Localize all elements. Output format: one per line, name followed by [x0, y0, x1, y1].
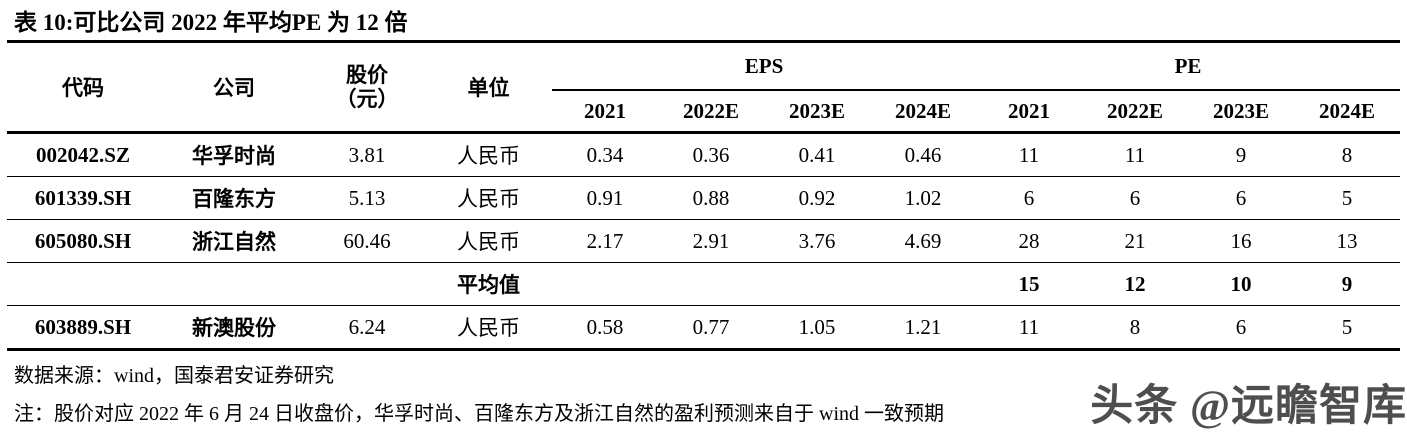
cell-pe-2024e: 13: [1294, 219, 1401, 263]
cell-pe-2022e: 6: [1082, 176, 1189, 220]
col-header-pe-2022e: 2022E: [1082, 90, 1189, 134]
cell-code: 002042.SZ: [7, 132, 159, 177]
cell-pe-2021: 28: [976, 219, 1083, 263]
col-header-price: 股价 （元）: [309, 41, 425, 134]
col-header-company: 公司: [159, 41, 309, 134]
cell-pe-2023e: 9: [1188, 132, 1295, 177]
cell-eps-2024e: 1.02: [870, 176, 977, 220]
cell-eps-2022e: [658, 262, 764, 306]
cell-eps-2021: [552, 262, 658, 306]
cell-code: 601339.SH: [7, 176, 159, 220]
cell-unit: 人民币: [425, 132, 552, 177]
cell-eps-2021: 0.91: [552, 176, 658, 220]
cell-eps-2023e: [764, 262, 870, 306]
cell-pe-2023e: 6: [1188, 176, 1295, 220]
data-source-note: 数据来源：wind，国泰君安证券研究: [14, 365, 334, 387]
cell-average-label: 平均值: [425, 262, 552, 306]
cell-code: 605080.SH: [7, 219, 159, 263]
comparable-companies-table: 代码 公司 股价 （元） 单位 EPS PE 2021 2022E 2023E …: [7, 40, 1401, 351]
cell-company: [159, 262, 309, 306]
cell-price: [309, 262, 425, 306]
cell-eps-2023e: 0.92: [764, 176, 870, 220]
cell-pe-2023e: 6: [1188, 305, 1295, 351]
table-row-average: 平均值 15 12 10 9: [7, 262, 1401, 306]
cell-eps-2022e: 0.36: [658, 132, 764, 177]
cell-eps-2024e: 0.46: [870, 132, 977, 177]
table-row: 605080.SH 浙江自然 60.46 人民币 2.17 2.91 3.76 …: [7, 219, 1401, 263]
table-row: 002042.SZ 华孚时尚 3.81 人民币 0.34 0.36 0.41 0…: [7, 132, 1401, 177]
cell-company: 浙江自然: [159, 219, 309, 263]
watermark: 头条 @远瞻智库: [1090, 383, 1407, 430]
table-row: 601339.SH 百隆东方 5.13 人民币 0.91 0.88 0.92 1…: [7, 176, 1401, 220]
cell-pe-2024e: 9: [1294, 262, 1401, 306]
col-group-pe: PE: [976, 41, 1401, 91]
cell-price: 5.13: [309, 176, 425, 220]
cell-eps-2024e: 1.21: [870, 305, 977, 351]
cell-price: 6.24: [309, 305, 425, 351]
col-header-eps-2021: 2021: [552, 90, 658, 134]
cell-pe-2022e: 21: [1082, 219, 1189, 263]
cell-eps-2021: 0.34: [552, 132, 658, 177]
cell-code: 603889.SH: [7, 305, 159, 351]
cell-eps-2022e: 2.91: [658, 219, 764, 263]
cell-unit: 人民币: [425, 176, 552, 220]
cell-eps-2021: 2.17: [552, 219, 658, 263]
cell-unit: 人民币: [425, 219, 552, 263]
col-header-price-line2: （元）: [335, 87, 399, 111]
cell-eps-2021: 0.58: [552, 305, 658, 351]
cell-price: 3.81: [309, 132, 425, 177]
cell-pe-2024e: 5: [1294, 305, 1401, 351]
header-group-row: 代码 公司 股价 （元） 单位 EPS PE: [7, 41, 1401, 134]
col-header-pe-2024e: 2024E: [1294, 90, 1401, 134]
col-header-eps-2022e: 2022E: [658, 90, 764, 134]
cell-pe-2021: 11: [976, 132, 1083, 177]
cell-code: [7, 262, 159, 306]
cell-pe-2021: 6: [976, 176, 1083, 220]
col-header-pe-2021: 2021: [976, 90, 1083, 134]
col-header-eps-2024e: 2024E: [870, 90, 977, 134]
cell-pe-2022e: 11: [1082, 132, 1189, 177]
cell-eps-2022e: 0.77: [658, 305, 764, 351]
cell-price: 60.46: [309, 219, 425, 263]
cell-company: 新澳股份: [159, 305, 309, 351]
footnote: 注：股价对应 2022 年 6 月 24 日收盘价，华孚时尚、百隆东方及浙江自然…: [14, 403, 944, 425]
cell-pe-2024e: 8: [1294, 132, 1401, 177]
cell-eps-2024e: 4.69: [870, 219, 977, 263]
cell-eps-2023e: 1.05: [764, 305, 870, 351]
cell-company: 百隆东方: [159, 176, 309, 220]
cell-pe-2024e: 5: [1294, 176, 1401, 220]
header-years-row: 2021 2022E 2023E 2024E 2021 2022E 2023E …: [7, 90, 1401, 134]
col-header-pe-2023e: 2023E: [1188, 90, 1295, 134]
cell-eps-2023e: 3.76: [764, 219, 870, 263]
table-title: 表 10:可比公司 2022 年平均PE 为 12 倍: [14, 10, 408, 35]
cell-pe-2022e: 12: [1082, 262, 1189, 306]
cell-eps-2024e: [870, 262, 977, 306]
cell-company: 华孚时尚: [159, 132, 309, 177]
cell-pe-2023e: 10: [1188, 262, 1295, 306]
col-group-eps: EPS: [552, 41, 977, 91]
cell-eps-2022e: 0.88: [658, 176, 764, 220]
table-row: 603889.SH 新澳股份 6.24 人民币 0.58 0.77 1.05 1…: [7, 305, 1401, 351]
col-header-code: 代码: [7, 41, 159, 134]
cell-pe-2022e: 8: [1082, 305, 1189, 351]
col-header-unit: 单位: [425, 41, 552, 134]
cell-unit: 人民币: [425, 305, 552, 351]
cell-eps-2023e: 0.41: [764, 132, 870, 177]
cell-pe-2021: 11: [976, 305, 1083, 351]
col-header-eps-2023e: 2023E: [764, 90, 870, 134]
col-header-price-line1: 股价: [346, 62, 388, 87]
cell-pe-2023e: 16: [1188, 219, 1295, 263]
cell-pe-2021: 15: [976, 262, 1083, 306]
